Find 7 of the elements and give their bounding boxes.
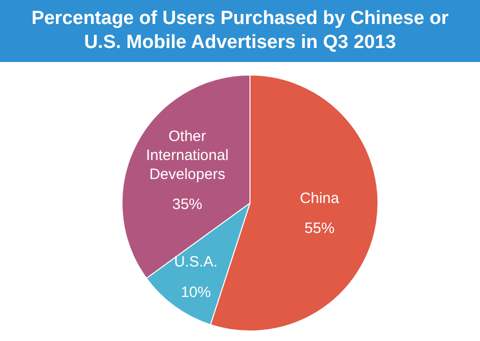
slice-label: Other International Developers (146, 128, 229, 183)
slice-label: U.S.A. (174, 253, 218, 270)
data-label: 10% (180, 284, 211, 301)
data-label: 35% (172, 196, 202, 214)
chart-title: Percentage of Users Purchased by Chinese or U.S. Mobile Advertisers in Q3 2013 (0, 0, 480, 62)
slice-label: China (300, 190, 340, 207)
data-label: 55% (304, 220, 335, 238)
